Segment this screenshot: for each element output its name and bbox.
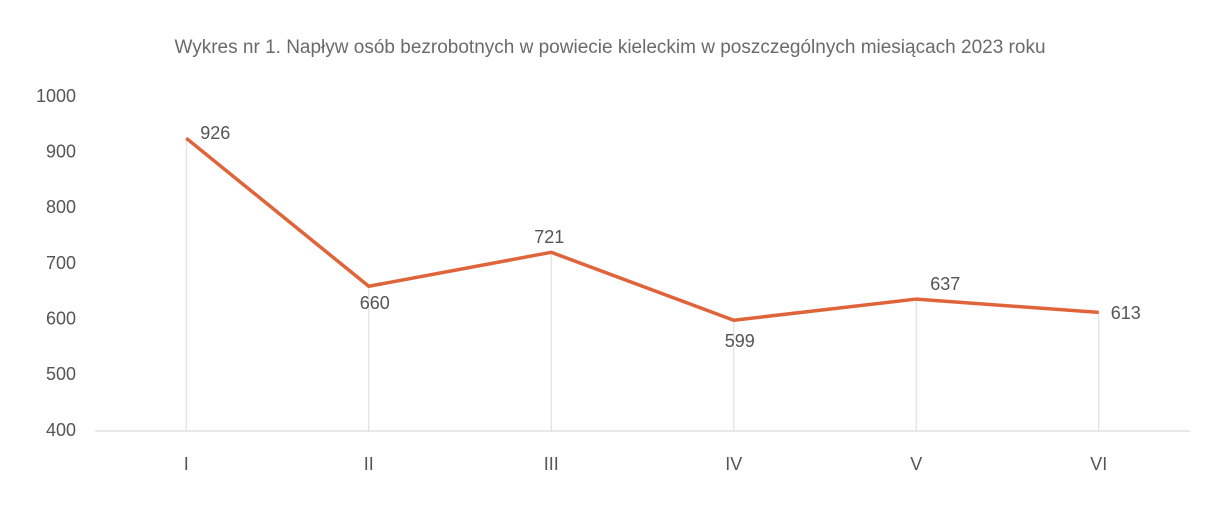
x-tick-label: I <box>184 454 189 474</box>
data-label: 926 <box>200 123 230 143</box>
x-tick-label: III <box>544 454 559 474</box>
data-label: 613 <box>1111 303 1141 323</box>
chart-title: Wykres nr 1. Napływ osób bezrobotnych w … <box>174 37 1046 58</box>
data-label: 599 <box>725 331 755 351</box>
y-tick-label: 500 <box>46 364 76 384</box>
data-label: 660 <box>360 293 390 313</box>
x-tick-label: II <box>364 454 374 474</box>
y-tick-label: 800 <box>46 197 76 217</box>
data-line <box>185 136 1099 322</box>
data-label: 721 <box>534 227 564 247</box>
y-tick-label: 600 <box>46 308 76 328</box>
x-tick-label: VI <box>1090 454 1107 474</box>
y-tick-label: 400 <box>46 420 76 440</box>
y-tick-label: 900 <box>46 141 76 161</box>
x-tick-label: IV <box>725 454 742 474</box>
y-tick-label: 1000 <box>36 86 76 106</box>
x-tick-label: V <box>910 454 922 474</box>
y-tick-label: 700 <box>46 253 76 273</box>
data-label: 637 <box>930 274 960 294</box>
